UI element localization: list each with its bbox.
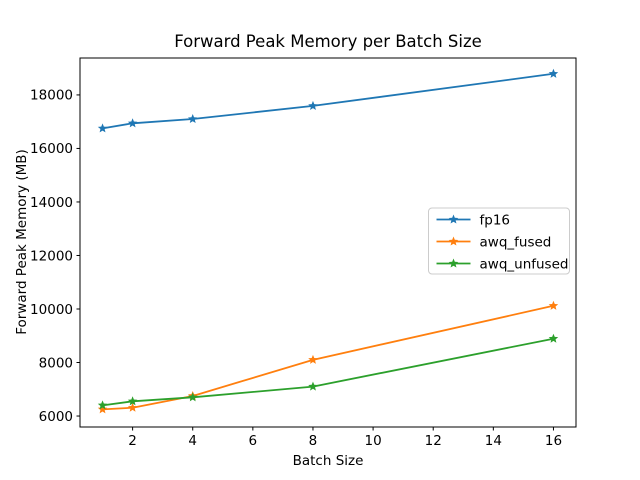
x-tick-label: 6: [249, 433, 258, 449]
legend-entry-fp16: fp16: [436, 212, 511, 228]
legend-label: awq_fused: [480, 234, 552, 250]
legend-marker: [448, 258, 459, 268]
data-point-marker-awq_unfused: [127, 396, 138, 406]
legend-entry-awq_fused: awq_fused: [436, 234, 552, 250]
data-point-marker-awq_unfused: [97, 400, 108, 410]
chart-dynamic-layer: 2 4 6 8 10 12 14 16 6000 8000 10000 12000 14000 16000…: [30, 57, 577, 449]
x-axis-label: Batch Size: [293, 453, 364, 469]
data-point-marker-awq_unfused: [187, 392, 198, 402]
y-tick-label: 10000: [30, 302, 73, 318]
x-tick-label: 4: [188, 433, 197, 449]
legend-marker: [448, 214, 459, 224]
legend-entry-awq_unfused: awq_unfused: [436, 256, 569, 272]
data-point-marker-fp16: [308, 100, 318, 110]
data-point-marker-awq_fused: [308, 354, 318, 364]
chart-title: Forward Peak Memory per Batch Size: [174, 32, 482, 51]
data-point-marker-fp16: [127, 118, 138, 128]
data-point-marker-awq_fused: [548, 300, 559, 310]
data-point-marker-awq_unfused: [308, 381, 318, 391]
legend-label: fp16: [480, 212, 511, 228]
y-axis-label: Forward Peak Memory (MB): [14, 149, 30, 335]
data-point-marker-awq_unfused: [548, 333, 559, 343]
data-point-marker-fp16: [187, 114, 198, 124]
y-tick-label: 6000: [39, 409, 73, 425]
y-tick-label: 14000: [30, 195, 73, 211]
x-tick-label: 14: [485, 433, 502, 449]
legend-box: [428, 207, 570, 275]
x-tick-label: 2: [128, 433, 137, 449]
data-point-marker-awq_fused: [127, 402, 138, 412]
data-point-marker-fp16: [97, 123, 108, 133]
y-tick-label: 8000: [39, 355, 73, 371]
x-tick-label: 10: [364, 433, 381, 449]
legend-label: awq_unfused: [480, 256, 569, 272]
x-tick-label: 8: [309, 433, 318, 449]
x-tick-label: 16: [545, 433, 562, 449]
data-point-marker-awq_fused: [97, 404, 108, 414]
y-tick-label: 12000: [30, 248, 73, 264]
y-tick-label: 18000: [30, 88, 73, 104]
data-point-marker-fp16: [548, 68, 559, 78]
legend-marker: [448, 236, 459, 246]
y-tick-label: 16000: [30, 141, 73, 157]
x-tick-label: 12: [425, 433, 442, 449]
